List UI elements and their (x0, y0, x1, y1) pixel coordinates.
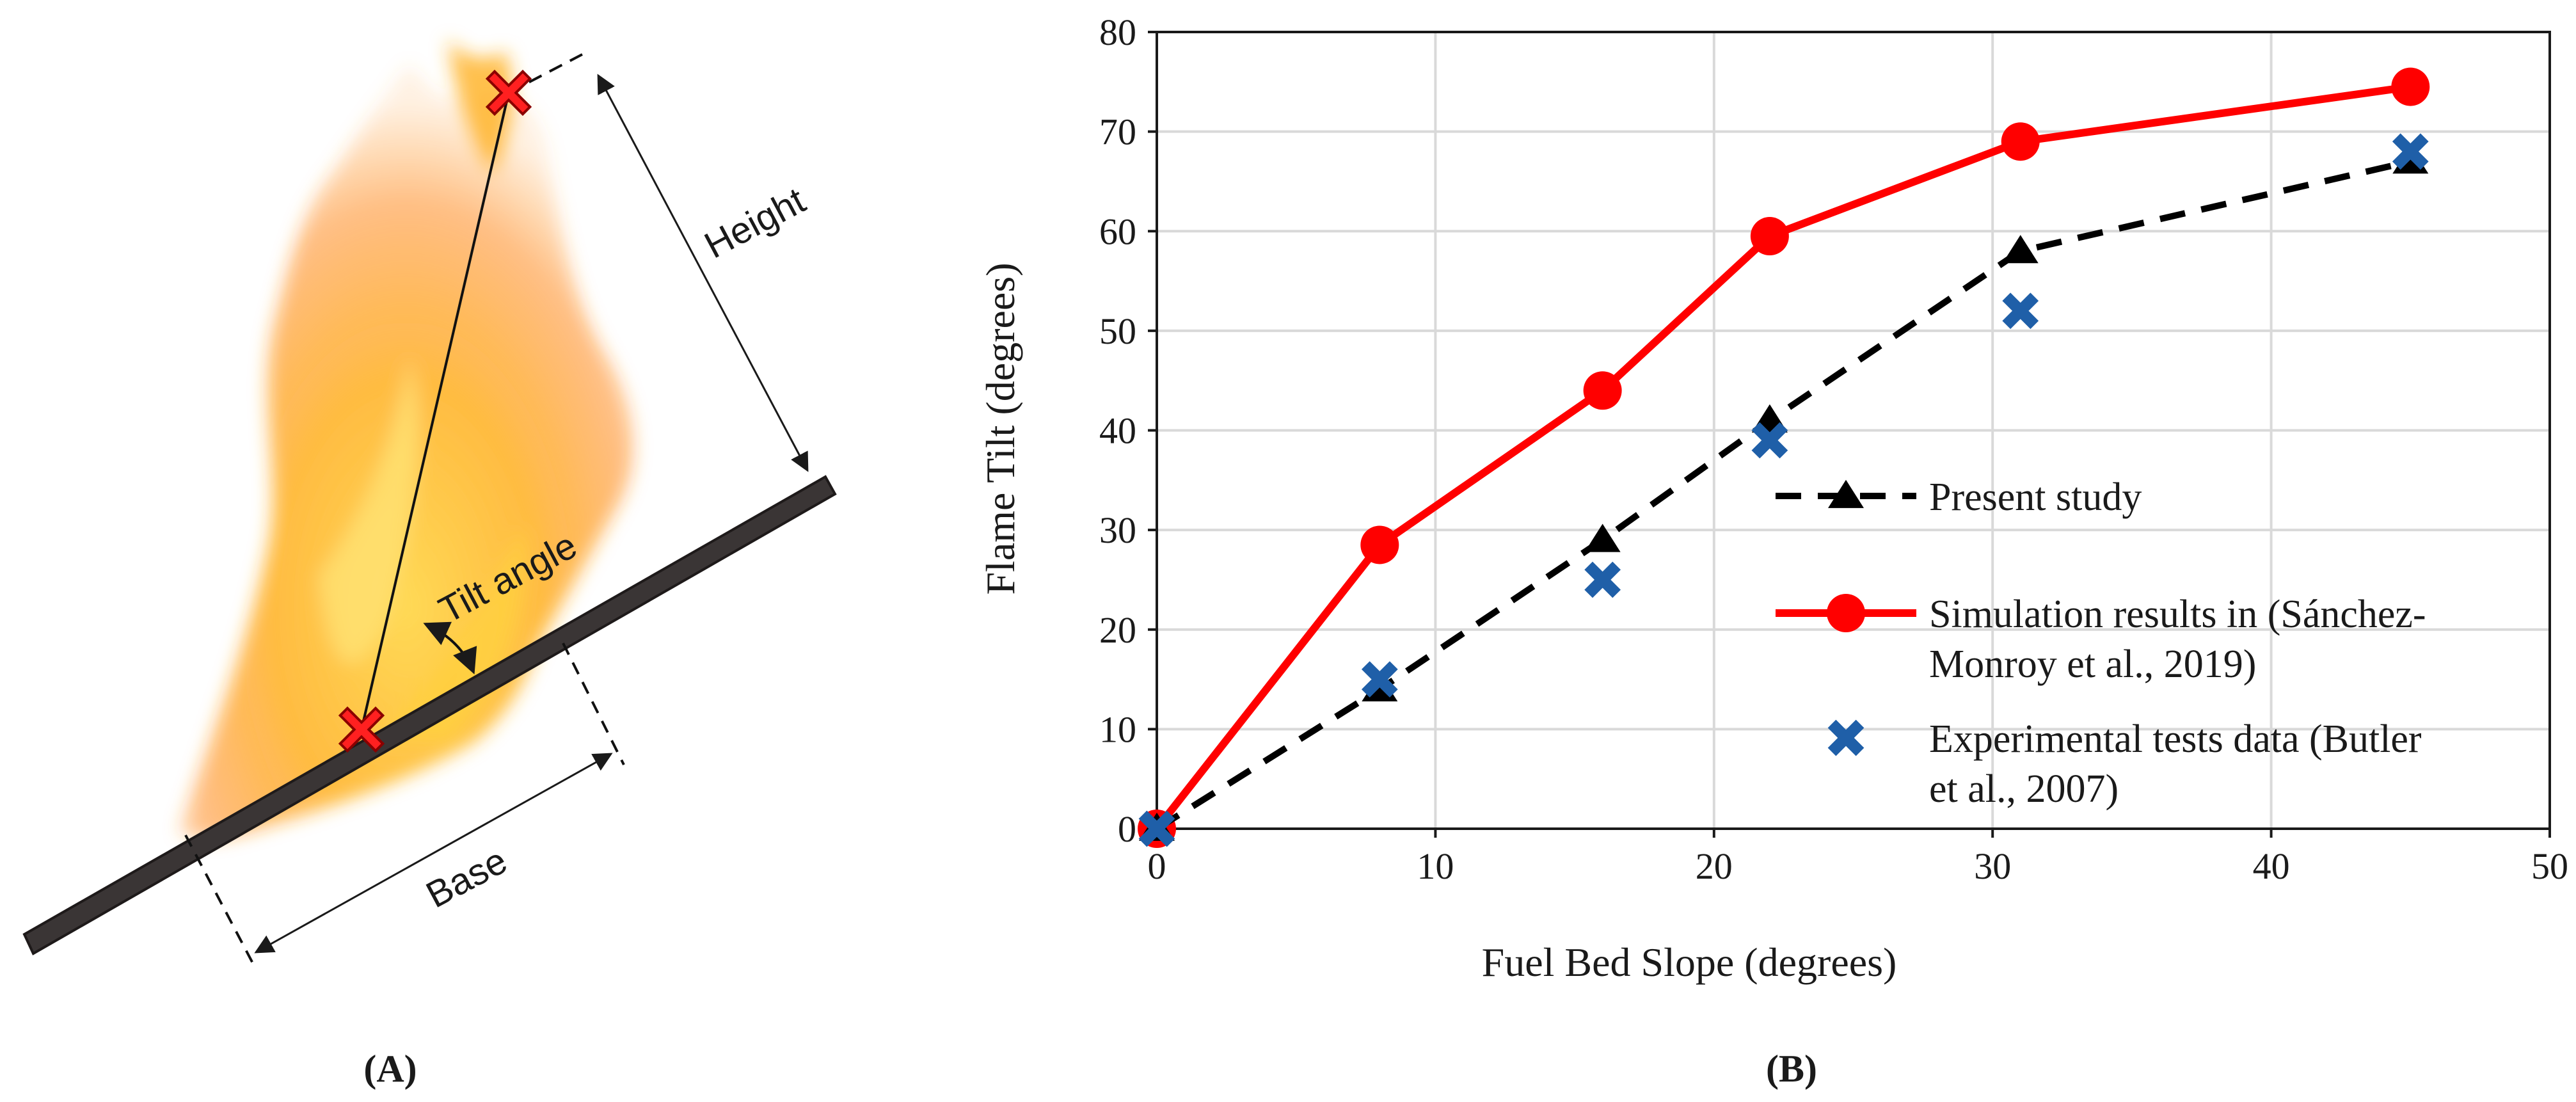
series-experimental (1138, 133, 2429, 847)
experimental-point-0 (1138, 810, 1175, 847)
panel-b-caption: (B) (1766, 1048, 1817, 1090)
y-tick-label-40: 40 (1099, 410, 1136, 452)
x-tick-label-50: 50 (2531, 845, 2568, 887)
x-tick-label-40: 40 (2253, 845, 2290, 887)
y-tick-label-20: 20 (1099, 609, 1136, 651)
x-tick-label-0: 0 (1148, 845, 1166, 887)
y-tick-label-60: 60 (1099, 211, 1136, 252)
present-study-line (1155, 158, 2412, 832)
experimental-point-3 (1751, 422, 1788, 459)
y-tick-label-70: 70 (1099, 111, 1136, 153)
simulation-point-4 (2001, 122, 2040, 161)
x-tick-label-20: 20 (1696, 845, 1733, 887)
x-tick-label-30: 30 (1974, 845, 2011, 887)
flame-axis-line (360, 92, 510, 730)
base-label: Base (420, 840, 514, 916)
base-right-dashed-line (562, 643, 625, 765)
legend-simulation-label-1: Monroy et al., 2019) (1929, 643, 2256, 686)
legend-experimental-label-0: Experimental tests data (Butler (1929, 717, 2422, 761)
flame-tip-marker (485, 69, 532, 116)
experimental-point-2 (1584, 561, 1621, 598)
present-study-point-2 (1584, 523, 1621, 552)
simulation-point-3 (1750, 217, 1789, 256)
y-tick-label-10: 10 (1099, 708, 1136, 750)
y-tick-label-80: 80 (1099, 12, 1136, 53)
experimental-point-1 (1361, 661, 1398, 698)
height-dimension-arrow (597, 74, 809, 472)
tilt-angle-arc (423, 621, 477, 675)
legend-present-marker (1828, 479, 1864, 508)
base-left-dashed-line (184, 834, 254, 964)
experimental-point-5 (2392, 133, 2429, 170)
legend-simulation-label-0: Simulation results in (Sánchez- (1929, 593, 2426, 636)
y-tick-label-0: 0 (1118, 808, 1136, 850)
fuel-bed-slab (22, 475, 837, 955)
flame-base-marker (338, 706, 385, 753)
chart-axes (1148, 31, 2551, 838)
panel-b-chart: 0 10 20 30 40 50 60 70 80 0 10 20 30 40 50 Present stu… (978, 12, 2568, 1090)
y-tick-label-30: 30 (1099, 509, 1136, 551)
chart-legend: Present study Simulation results in (Sánc… (1776, 475, 2426, 811)
simulation-line (1154, 83, 2412, 831)
chart-series (1138, 67, 2430, 848)
legend-experimental-label-1: et al., 2007) (1929, 767, 2119, 811)
y-axis-label: Flame Tilt (degrees) (978, 262, 1023, 595)
simulation-point-1 (1360, 525, 1399, 564)
simulation-point-5 (2391, 67, 2430, 106)
legend-simulation-marker (1827, 594, 1865, 632)
panel-a-caption: (A) (363, 1048, 417, 1090)
x-tick-label-10: 10 (1417, 845, 1454, 887)
y-tick-label-50: 50 (1099, 310, 1136, 352)
legend-present-label: Present study (1929, 475, 2142, 519)
base-dimension-arrow (254, 753, 613, 954)
chart-tick-labels: 0 10 20 30 40 50 60 70 80 0 10 20 30 40 50 (1099, 12, 2568, 887)
simulation-point-2 (1583, 371, 1622, 410)
height-label: Height (698, 179, 813, 266)
chart-grid (1156, 31, 2551, 830)
experimental-point-4 (2002, 292, 2039, 330)
present-study-point-4 (2002, 235, 2039, 264)
panel-a-diagram: Height Tilt angle Base (A) (22, 38, 837, 1090)
x-axis-label: Fuel Bed Slope (degrees) (1482, 939, 1897, 985)
legend-experimental-marker (1827, 719, 1864, 756)
